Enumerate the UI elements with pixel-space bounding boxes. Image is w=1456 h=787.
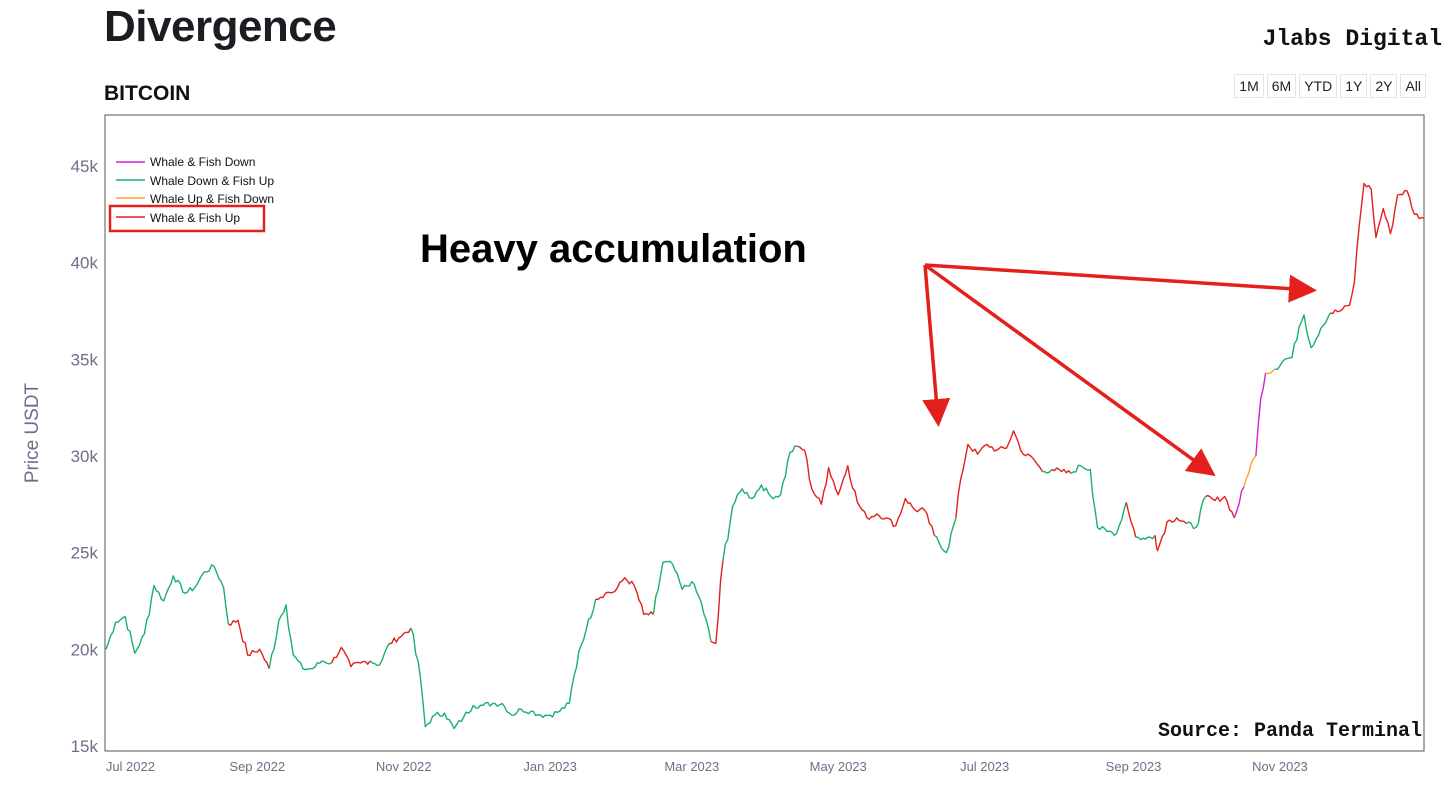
range-button-6m[interactable]: 6M <box>1266 74 1297 98</box>
y-tick-label: 30k <box>71 447 99 466</box>
annotation-arrows <box>922 263 1317 477</box>
price-line-segment <box>1330 182 1425 315</box>
annotation-arrow-nov <box>924 263 1317 303</box>
price-line-segment <box>652 560 712 642</box>
price-line-segment <box>1233 486 1245 519</box>
price-line-segment <box>389 627 412 645</box>
price-line-segment <box>105 564 230 654</box>
price-line-segment <box>933 517 957 554</box>
legend: Whale & Fish Down Whale Down & Fish Up W… <box>108 155 274 233</box>
price-line-segment <box>228 619 270 669</box>
price-line-segment <box>955 430 1043 518</box>
x-tick-label: Sep 2022 <box>229 759 285 774</box>
x-tick-label: Jul 2023 <box>960 759 1009 774</box>
price-line-segment <box>331 646 371 668</box>
price-line-segment <box>1205 494 1235 519</box>
x-tick-label: Mar 2023 <box>664 759 719 774</box>
source-label: Source: Panda Terminal <box>1157 720 1422 743</box>
range-selector: 1M 6M YTD 1Y 2Y All <box>1234 74 1426 98</box>
price-line-segment <box>1243 455 1257 488</box>
y-tick-label: 40k <box>71 254 99 273</box>
price-line-segment <box>595 577 654 616</box>
range-button-2y[interactable]: 2Y <box>1370 74 1398 98</box>
price-line-segment <box>268 604 332 671</box>
price-line-segment <box>410 598 597 730</box>
price-line <box>105 182 1425 730</box>
legend-label-whale-fish-up: Whale & Fish Up <box>150 211 240 225</box>
y-axis: 15k 20k 25k 30k 35k 40k 45k <box>71 157 99 756</box>
brand-label: Jlabs Digital <box>1262 26 1442 52</box>
legend-highlight-box <box>108 204 266 233</box>
price-line-segment <box>1154 517 1187 552</box>
price-line-segment <box>1070 464 1127 537</box>
price-line-segment <box>710 560 724 645</box>
price-line-segment <box>1275 312 1332 370</box>
price-line-segment <box>1051 467 1072 474</box>
y-tick-label: 45k <box>71 157 99 176</box>
annotation-text: Heavy accumulation <box>420 227 807 271</box>
annotation-arrow-oct <box>923 263 1216 477</box>
legend-label-whale-down-fish-up: Whale Down & Fish Up <box>150 174 274 188</box>
x-tick-label: Sep 2023 <box>1106 759 1162 774</box>
y-tick-label: 35k <box>71 350 99 369</box>
x-axis: Jul 2022 Sep 2022 Nov 2022 Jan 2023 Mar 2023… <box>106 759 1308 774</box>
range-button-1m[interactable]: 1M <box>1234 74 1264 98</box>
price-line-segment <box>1265 368 1276 375</box>
page-title: Divergence <box>104 2 337 51</box>
y-tick-label: 25k <box>71 544 99 563</box>
price-line-segment <box>797 445 935 536</box>
price-line-segment <box>1185 496 1207 530</box>
x-tick-label: Nov 2022 <box>376 759 432 774</box>
price-line-segment <box>1042 469 1053 474</box>
plot-area <box>104 114 1425 752</box>
legend-label-whale-up-fish-down: Whale Up & Fish Down <box>150 192 274 206</box>
x-tick-label: Jul 2022 <box>106 759 155 774</box>
x-tick-label: May 2023 <box>810 759 867 774</box>
range-button-1y[interactable]: 1Y <box>1340 74 1368 98</box>
price-line-segment <box>722 445 798 561</box>
price-line-segment <box>1125 502 1137 538</box>
price-line-segment <box>1255 372 1267 457</box>
chart-subtitle: BITCOIN <box>104 82 191 105</box>
y-tick-label: 20k <box>71 640 99 659</box>
range-button-all[interactable]: All <box>1400 74 1426 98</box>
y-tick-label: 15k <box>71 737 99 756</box>
x-tick-label: Jan 2023 <box>523 759 577 774</box>
y-axis-label: Price USDT <box>22 382 43 483</box>
annotation-arrow-may <box>922 264 951 427</box>
x-tick-label: Nov 2023 <box>1252 759 1308 774</box>
price-line-segment <box>369 643 390 667</box>
legend-label-whale-fish-down: Whale & Fish Down <box>150 155 255 169</box>
price-line-segment <box>1135 534 1156 541</box>
range-button-ytd[interactable]: YTD <box>1299 74 1338 98</box>
